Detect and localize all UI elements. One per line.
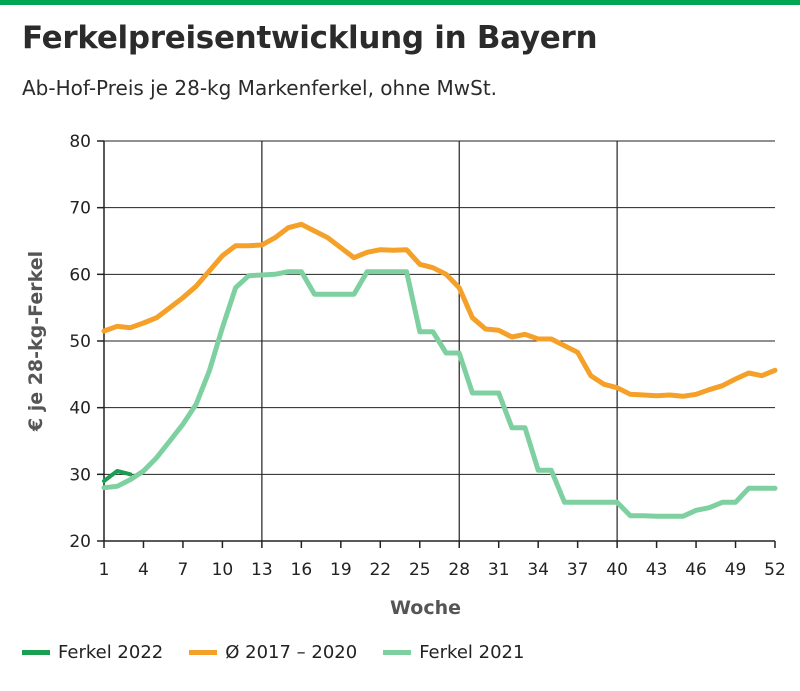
chart-title: Ferkelpreisentwicklung in Bayern [22, 20, 598, 56]
x-tick-label-16: 16 [291, 560, 313, 580]
x-tick-label-7: 7 [178, 560, 189, 580]
y-tick-label-20: 20 [69, 532, 91, 552]
x-tick-label-1: 1 [99, 560, 110, 580]
x-tick-label-25: 25 [409, 560, 431, 580]
top-accent-bar [0, 0, 800, 5]
y-tick-label-80: 80 [69, 132, 91, 152]
y-tick-label-50: 50 [69, 332, 91, 352]
x-tick-label-4: 4 [138, 560, 149, 580]
legend: Ferkel 2022 Ø 2017 – 2020 Ferkel 2021 [22, 642, 550, 663]
legend-item-ferkel-2021: Ferkel 2021 [383, 642, 524, 663]
legend-item-average: Ø 2017 – 2020 [189, 642, 357, 663]
legend-swatch-ferkel-2021 [383, 650, 412, 655]
x-tick-label-46: 46 [685, 560, 707, 580]
x-axis-title: Woche [390, 597, 461, 619]
legend-swatch-ferkel-2022 [22, 650, 50, 655]
x-tick-label-28: 28 [448, 560, 470, 580]
x-tick-label-10: 10 [212, 560, 234, 580]
y-tick-label-70: 70 [69, 199, 91, 219]
x-tick-label-43: 43 [646, 560, 668, 580]
legend-label-average: Ø 2017 – 2020 [225, 642, 358, 663]
x-tick-label-22: 22 [369, 560, 391, 580]
y-axis-title: € je 28-kg-Ferkel [25, 251, 47, 432]
series-line-ferkel-2022 [102, 469, 133, 483]
series-line-ferkel-2021 [101, 269, 778, 519]
y-tick-label-30: 30 [69, 465, 91, 485]
x-tick-label-34: 34 [527, 560, 549, 580]
legend-item-ferkel-2022: Ferkel 2022 [22, 642, 163, 663]
y-tick-label-40: 40 [69, 399, 91, 419]
legend-label-ferkel-2022: Ferkel 2022 [58, 642, 164, 663]
x-tick-label-49: 49 [725, 560, 747, 580]
x-tick-label-37: 37 [567, 560, 589, 580]
x-tick-label-52: 52 [764, 560, 786, 580]
x-tick-label-40: 40 [606, 560, 628, 580]
legend-swatch-average [189, 650, 218, 655]
x-tick-label-19: 19 [330, 560, 352, 580]
y-tick-label-60: 60 [69, 265, 91, 285]
chart-subtitle: Ab-Hof-Preis je 28-kg Markenferkel, ohne… [22, 76, 498, 100]
x-tick-label-13: 13 [251, 560, 273, 580]
series-line-2017-2020 [101, 221, 778, 399]
legend-label-ferkel-2021: Ferkel 2021 [419, 642, 525, 663]
x-tick-label-31: 31 [488, 560, 510, 580]
